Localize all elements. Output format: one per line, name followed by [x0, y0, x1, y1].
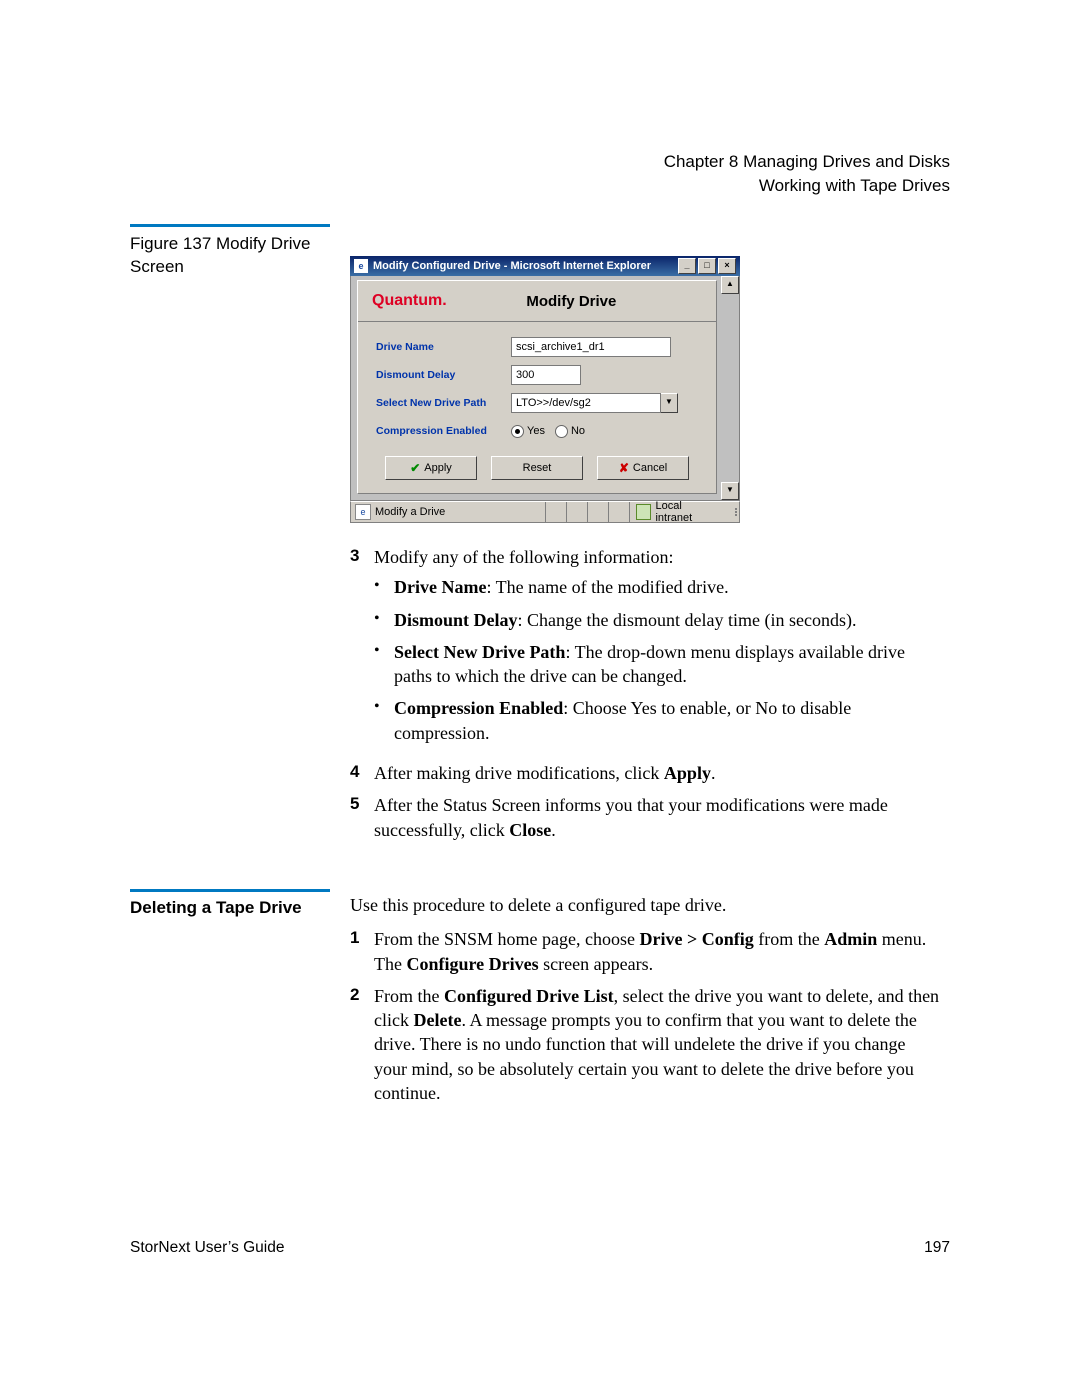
zone-label: Local intranet [655, 500, 719, 524]
brand-logo: Quantum. [372, 292, 447, 310]
b2-label: Dismount Delay [394, 610, 518, 630]
step4-bold: Apply [664, 763, 711, 783]
figure-caption-block: Figure 137 Modify Drive Screen [130, 224, 330, 279]
drive-name-input[interactable] [511, 337, 671, 357]
step4-pre: After making drive modifications, click [374, 763, 664, 783]
x-icon: ✘ [619, 461, 629, 475]
b2-rest: : Change the dismount delay time (in sec… [518, 610, 857, 630]
compression-no-radio[interactable] [555, 425, 568, 438]
b3-label: Select New Drive Path [394, 642, 565, 662]
compression-yes-label: Yes [527, 425, 545, 437]
s2-1d: Admin [824, 929, 877, 949]
compression-label: Compression Enabled [376, 425, 511, 437]
b1-rest: : The name of the modified drive. [486, 577, 728, 597]
panel-title: Modify Drive [447, 293, 696, 310]
step3-lead: Modify any of the following information: [374, 545, 940, 569]
s2-1g: screen appears. [539, 954, 653, 974]
close-button[interactable]: × [718, 258, 736, 274]
status-text: Modify a Drive [375, 506, 445, 518]
header-line1: Chapter 8 Managing Drives and Disks [664, 150, 950, 174]
s2-1a: From the SNSM home page, choose [374, 929, 639, 949]
step-number: 1 [350, 927, 374, 976]
modify-drive-panel: Quantum. Modify Drive Drive Name Dismoun… [357, 280, 717, 494]
resize-grip-icon [719, 506, 739, 518]
section2-intro: Use this procedure to delete a configure… [350, 893, 940, 917]
footer-left: StorNext User’s Guide [130, 1239, 285, 1257]
dismount-delay-input[interactable] [511, 365, 581, 385]
ie-page-icon: e [355, 504, 371, 520]
modify-drive-screenshot: e Modify Configured Drive - Microsoft In… [350, 256, 740, 520]
s2-1c: from the [754, 929, 824, 949]
step-number: 3 [350, 545, 374, 753]
dropdown-button[interactable]: ▼ [661, 393, 678, 413]
step5-post: . [551, 820, 556, 840]
step-number: 4 [350, 761, 374, 785]
status-bar: e Modify a Drive Local intranet [350, 501, 740, 523]
cancel-button-label: Cancel [633, 462, 667, 474]
s2-1b: Drive > Config [639, 929, 753, 949]
step5-bold: Close [509, 820, 551, 840]
ie-logo-icon: e [354, 259, 368, 273]
step5-pre: After the Status Screen informs you that… [374, 795, 888, 839]
steps-block-2: Use this procedure to delete a configure… [350, 893, 940, 1113]
drive-name-label: Drive Name [376, 341, 511, 353]
compression-yes-radio[interactable] [511, 425, 524, 438]
step4-post: . [711, 763, 716, 783]
s2-2d: Delete [413, 1010, 461, 1030]
window-body: ▲ Quantum. Modify Drive Drive Name Dismo… [350, 276, 740, 501]
s2-1f: Configure Drives [406, 954, 538, 974]
s2-2a: From the [374, 986, 444, 1006]
footer-page-number: 197 [924, 1239, 950, 1257]
window-titlebar: e Modify Configured Drive - Microsoft In… [350, 256, 740, 276]
reset-button-label: Reset [523, 462, 552, 474]
rule-icon [130, 889, 330, 892]
minimize-button[interactable]: _ [678, 258, 696, 274]
section-heading-block: Deleting a Tape Drive [130, 889, 330, 918]
figure-caption: Figure 137 Modify Drive Screen [130, 233, 330, 279]
check-icon: ✔ [410, 461, 420, 475]
drive-path-select[interactable]: LTO>>/dev/sg2 [511, 393, 661, 413]
maximize-button[interactable]: □ [698, 258, 716, 274]
apply-button-label: Apply [424, 462, 452, 474]
b4-label: Compression Enabled [394, 698, 563, 718]
section-heading: Deleting a Tape Drive [130, 898, 330, 918]
reset-button[interactable]: Reset [491, 456, 583, 480]
intranet-zone-icon [636, 504, 651, 520]
compression-no-label: No [571, 425, 585, 437]
step-number: 5 [350, 793, 374, 842]
cancel-button[interactable]: ✘ Cancel [597, 456, 689, 480]
b1-label: Drive Name [394, 577, 486, 597]
header-line2: Working with Tape Drives [664, 174, 950, 198]
dismount-delay-label: Dismount Delay [376, 369, 511, 381]
scroll-down-button[interactable]: ▼ [721, 482, 739, 500]
rule-icon [130, 224, 330, 227]
s2-2b: Configured Drive List [444, 986, 614, 1006]
step-number: 2 [350, 984, 374, 1105]
apply-button[interactable]: ✔ Apply [385, 456, 477, 480]
scroll-up-button[interactable]: ▲ [721, 276, 739, 294]
window-title: Modify Configured Drive - Microsoft Inte… [373, 260, 651, 272]
page-header: Chapter 8 Managing Drives and Disks Work… [664, 150, 950, 198]
steps-block-1: 3 Modify any of the following informatio… [350, 545, 940, 850]
drive-path-label: Select New Drive Path [376, 397, 511, 409]
